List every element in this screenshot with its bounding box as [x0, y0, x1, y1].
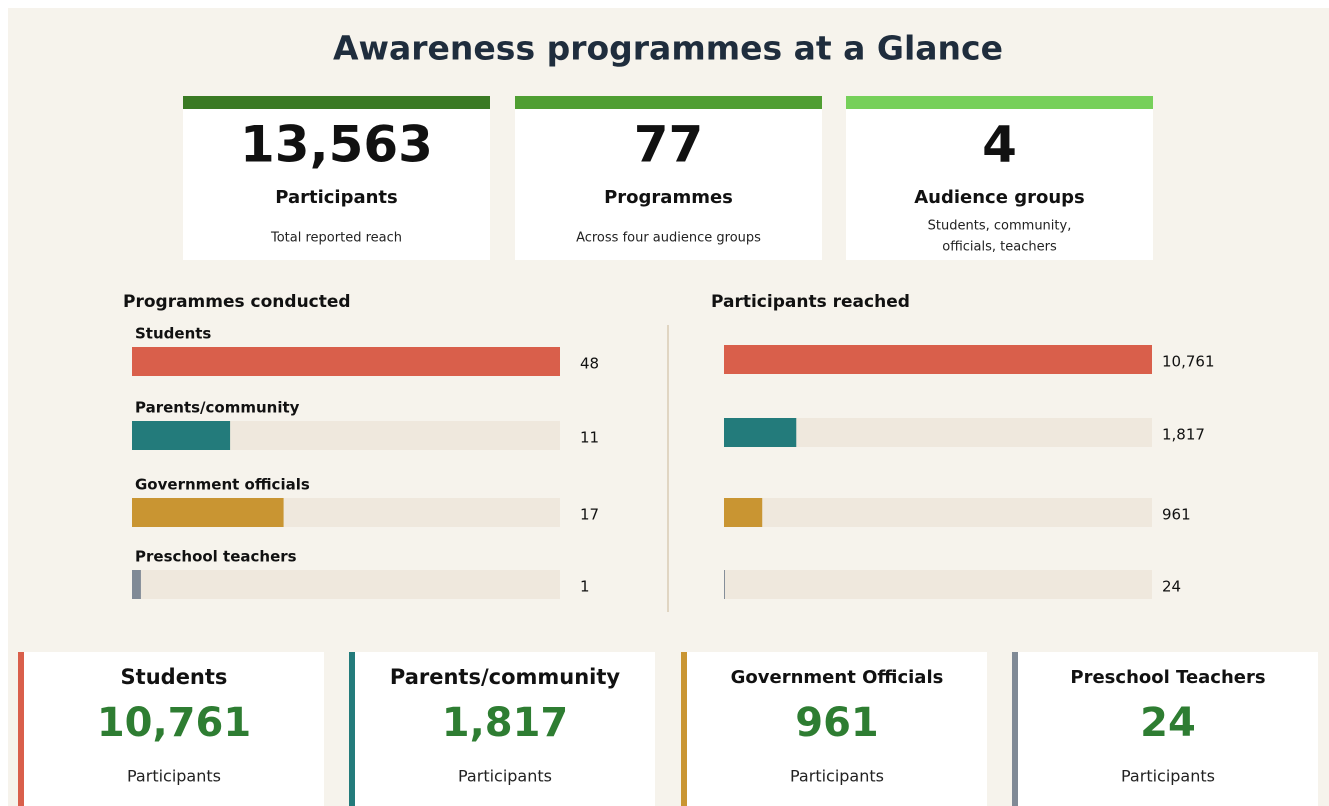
card-stripe: [1012, 652, 1018, 806]
kpi-label: Audience groups: [914, 187, 1085, 208]
chart-title: Programmes conducted: [123, 292, 351, 312]
card-value: 961: [795, 700, 879, 746]
bar: [724, 345, 1152, 374]
kpi-card: [183, 109, 490, 260]
bar: [724, 498, 763, 527]
card-stripe: [681, 652, 687, 806]
kpi-accent: [183, 96, 490, 109]
kpi-accent: [515, 96, 822, 109]
bar-track: [724, 570, 1152, 599]
page-title: Awareness programmes at a Glance: [333, 29, 1003, 68]
audience-card: [349, 652, 655, 806]
card-name: Parents/community: [390, 665, 621, 689]
card-unit: Participants: [790, 767, 884, 786]
kpi-value: 4: [982, 116, 1017, 174]
bar: [132, 570, 141, 599]
value-label: 24: [1162, 578, 1181, 596]
category-label: Preschool teachers: [135, 548, 297, 566]
value-label: 961: [1162, 506, 1191, 524]
value-label: 11: [580, 429, 599, 447]
card-stripe: [18, 652, 24, 806]
kpi-card: [846, 109, 1153, 260]
value-label: 48: [580, 355, 599, 373]
kpi-note: Students, community,: [928, 219, 1072, 234]
value-label: 17: [580, 506, 599, 524]
kpi-note: Across four audience groups: [576, 231, 761, 246]
card-unit: Participants: [1121, 767, 1215, 786]
card-value: 24: [1140, 700, 1196, 746]
kpi-note: officials, teachers: [942, 240, 1057, 255]
kpi-value: 77: [634, 116, 704, 174]
category-label: Parents/community: [135, 399, 300, 417]
card-name: Government Officials: [731, 667, 944, 688]
kpi-accent: [846, 96, 1153, 109]
chart-title: Participants reached: [711, 292, 910, 312]
bar: [724, 570, 725, 599]
value-label: 1: [580, 578, 590, 596]
category-label: Government officials: [135, 476, 310, 494]
kpi-note: Total reported reach: [270, 231, 402, 246]
bar: [132, 347, 560, 376]
kpi-label: Participants: [275, 187, 398, 208]
card-name: Students: [121, 665, 228, 689]
category-label: Students: [135, 325, 211, 343]
card-unit: Participants: [458, 767, 552, 786]
card-unit: Participants: [127, 767, 221, 786]
kpi-card: [515, 109, 822, 260]
card-value: 10,761: [97, 700, 251, 746]
card-stripe: [349, 652, 355, 806]
value-label: 10,761: [1162, 353, 1215, 371]
card-name: Preschool Teachers: [1070, 667, 1265, 688]
bar-track: [132, 570, 560, 599]
audience-card: [681, 652, 987, 806]
value-label: 1,817: [1162, 426, 1205, 444]
card-value: 1,817: [442, 700, 569, 746]
kpi-value: 13,563: [240, 116, 433, 174]
bar: [132, 498, 284, 527]
bar-track: [724, 498, 1152, 527]
bar: [132, 421, 231, 450]
audience-card: [18, 652, 324, 806]
bar: [724, 418, 797, 447]
kpi-label: Programmes: [604, 187, 733, 208]
audience-card: [1012, 652, 1318, 806]
